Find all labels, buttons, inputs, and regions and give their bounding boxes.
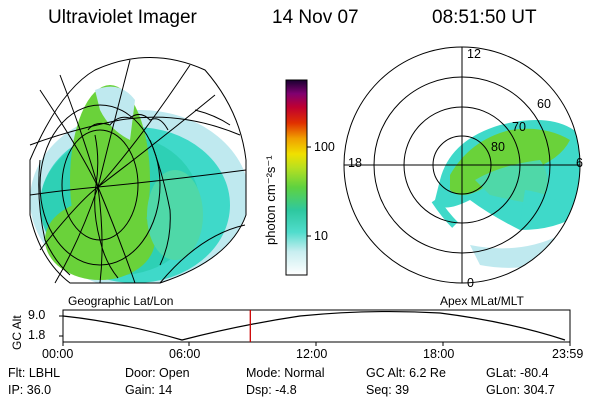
colorbar-unit-label: photon cm⁻²s⁻¹ xyxy=(263,155,278,245)
status-glat: GLat: -80.4 xyxy=(486,366,549,380)
instrument-title: Ultraviolet Imager xyxy=(48,7,197,28)
lat-label-70: 70 xyxy=(512,120,526,134)
time-tick-1200: 12:00 xyxy=(296,347,328,361)
mlt-label-0: 0 xyxy=(467,276,474,290)
polar-map xyxy=(343,46,581,284)
colorbar xyxy=(285,79,311,276)
altitude-plot xyxy=(59,309,571,346)
time-label: 08:51:50 UT xyxy=(432,7,537,28)
geographic-map xyxy=(29,57,247,284)
left-map-label: Geographic Lat/Lon xyxy=(68,294,174,308)
date-label: 14 Nov 07 xyxy=(272,7,359,28)
time-tick-2359: 23:59 xyxy=(552,347,584,361)
lat-label-60: 60 xyxy=(537,97,551,111)
right-map-label: Apex MLat/MLT xyxy=(440,294,524,308)
mlt-label-6: 6 xyxy=(576,156,583,170)
status-ip: IP: 36.0 xyxy=(8,383,52,397)
altitude-ytick-low: 1.8 xyxy=(28,328,46,342)
altitude-curve xyxy=(62,310,566,341)
colorbar-tick-10: 10 xyxy=(314,229,328,243)
colorbar-tick-100: 100 xyxy=(314,140,335,154)
status-glon: GLon: 304.7 xyxy=(486,383,555,397)
mlt-label-18: 18 xyxy=(348,156,362,170)
status-mode: Mode: Normal xyxy=(246,366,325,380)
status-door: Door: Open xyxy=(125,366,190,380)
altitude-ylabel: GC Alt xyxy=(10,315,24,350)
status-gain: Gain: 14 xyxy=(125,383,173,397)
status-dsp: Dsp: -4.8 xyxy=(246,383,297,397)
status-flt: Flt: LBHL xyxy=(8,366,61,380)
status-seq: Seq: 39 xyxy=(366,383,410,397)
altitude-ytick-high: 9.0 xyxy=(28,308,46,322)
time-tick-0000: 00:00 xyxy=(42,347,74,361)
mlt-label-12: 12 xyxy=(467,47,481,61)
status-gc-alt: GC Alt: 6.2 Re xyxy=(366,366,446,380)
time-tick-0600: 06:00 xyxy=(169,347,201,361)
time-tick-1800: 18:00 xyxy=(423,347,455,361)
lat-label-80: 80 xyxy=(491,140,505,154)
